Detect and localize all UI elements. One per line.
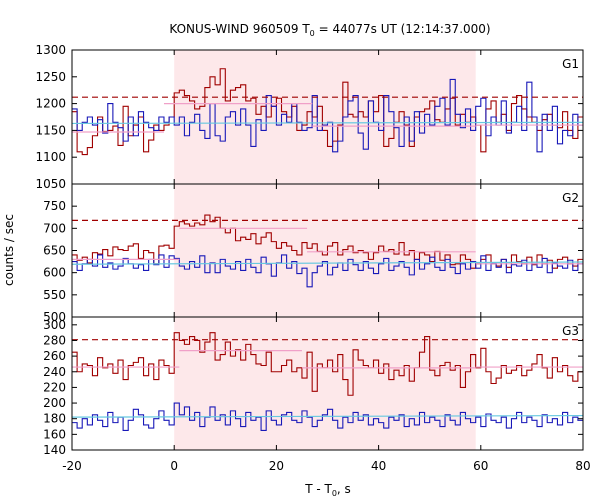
y-tick-label: 1250: [35, 70, 66, 84]
highlight-interval: [174, 50, 476, 184]
y-tick-label: 300: [43, 318, 66, 332]
y-tick-label: 220: [43, 380, 66, 394]
y-tick-label: 260: [43, 349, 66, 363]
y-tick-label: 160: [43, 427, 66, 441]
y-tick-label: 280: [43, 333, 66, 347]
highlight-interval: [174, 317, 476, 450]
x-tick-label: 60: [473, 459, 488, 473]
x-tick-label: 40: [371, 459, 386, 473]
y-tick-label: 550: [43, 288, 66, 302]
y-tick-label: 1050: [35, 177, 66, 191]
x-tick-label: 80: [575, 459, 590, 473]
series-low-channel-line: [72, 78, 583, 153]
y-tick-label: 1300: [35, 43, 66, 57]
y-axis-label: counts / sec: [2, 214, 16, 286]
x-tick-label: 0: [170, 459, 178, 473]
series-low-channel-line: [72, 254, 583, 288]
background-fit-line: [71, 414, 584, 418]
x-tick-label: -20: [62, 459, 82, 473]
background-fit-line: [71, 261, 584, 265]
panel-label: G3: [562, 324, 579, 338]
y-tick-label: 500: [43, 310, 66, 324]
highlight-interval: [174, 184, 476, 317]
panel-frame: [71, 316, 584, 451]
y-tick-label: 700: [43, 221, 66, 235]
y-tick-label: 750: [43, 199, 66, 213]
y-tick-label: 180: [43, 412, 66, 426]
y-tick-label: 200: [43, 396, 66, 410]
y-tick-label: 240: [43, 365, 66, 379]
x-tick-label: 20: [269, 459, 284, 473]
plot-area: 105011001150120012501300G150055060065070…: [35, 43, 590, 473]
panel-g1: 1050 1100 1150 1200 1250 1300 G1: [35, 43, 584, 191]
y-tick-label: 140: [43, 443, 66, 457]
x-axis-label: T - T0, s: [304, 482, 351, 498]
panel-label: G1: [562, 57, 579, 71]
y-tick-label: 600: [43, 266, 66, 280]
panel-label: G2: [562, 191, 579, 205]
y-tick-label: 1100: [35, 150, 66, 164]
y-tick-label: 1150: [35, 123, 66, 137]
series-high-channel-line: [72, 332, 583, 396]
background-fit-line: [71, 121, 584, 125]
y-tick-label: 1200: [35, 97, 66, 111]
panel-g2: 500 550 600 650 700 750 G2: [43, 183, 584, 324]
y-tick-label: 650: [43, 244, 66, 258]
chart-title: KONUS-WIND 960509 T0 = 44077s UT (12:14:…: [169, 22, 490, 38]
